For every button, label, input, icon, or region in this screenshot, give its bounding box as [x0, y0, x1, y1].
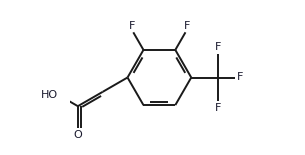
Text: O: O: [74, 130, 82, 140]
Text: HO: HO: [41, 90, 58, 100]
Text: F: F: [237, 73, 243, 82]
Text: F: F: [184, 21, 190, 31]
Text: F: F: [129, 21, 135, 31]
Text: F: F: [215, 104, 221, 113]
Text: F: F: [215, 42, 221, 51]
